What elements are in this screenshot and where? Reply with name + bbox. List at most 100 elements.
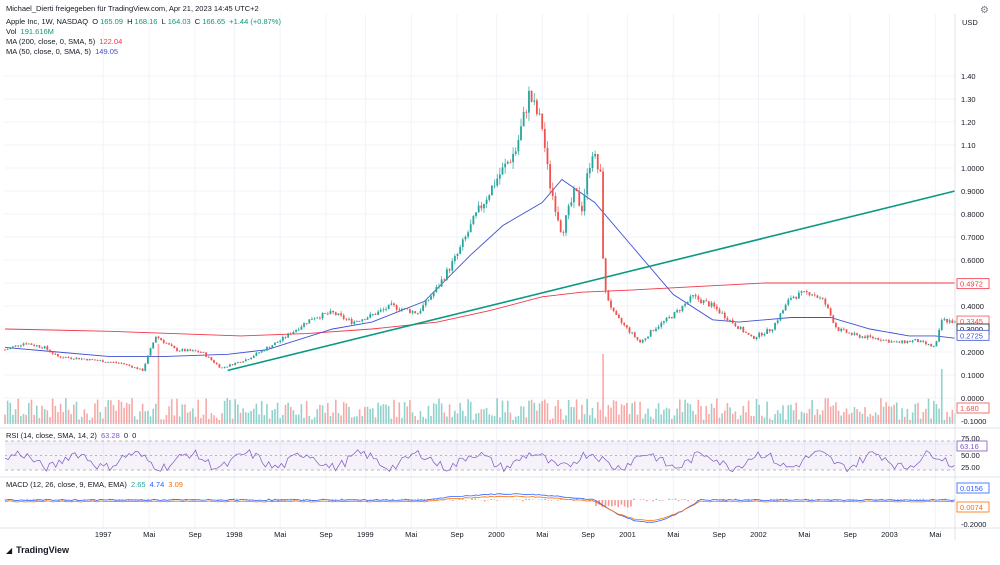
candle-body — [483, 204, 485, 208]
volume-bar — [687, 403, 689, 424]
volume-bar — [110, 400, 112, 424]
tradingview-logo-icon: ◢ — [6, 546, 12, 555]
volume-bar — [774, 414, 776, 424]
candle-body — [883, 340, 885, 341]
candle-body — [713, 303, 715, 307]
candle-body — [475, 212, 477, 216]
volume-bar — [367, 407, 369, 424]
volume-bar — [941, 369, 943, 424]
candle-body — [250, 358, 252, 360]
tradingview-footer[interactable]: ◢ TradingView — [6, 545, 69, 555]
candle-body — [263, 351, 265, 352]
volume-bar — [655, 409, 657, 424]
macd-histogram-bar — [913, 499, 915, 500]
volume-bar — [25, 415, 27, 424]
volume-bar — [176, 399, 178, 424]
candle-body — [433, 292, 435, 296]
time-tick-label: 2001 — [619, 530, 636, 539]
volume-bar — [354, 417, 356, 424]
candle-body — [838, 327, 840, 331]
volume-bar — [594, 418, 596, 424]
volume-bar — [496, 398, 498, 424]
volume-bar — [377, 403, 379, 424]
volume-bar — [436, 404, 438, 424]
candle-body — [734, 323, 736, 326]
volume-bar — [568, 400, 570, 424]
volume-bar — [73, 405, 75, 424]
candle-body — [94, 360, 96, 361]
candle-body — [166, 343, 168, 344]
candle-body — [647, 337, 649, 339]
volume-bar — [287, 403, 289, 424]
candle-body — [258, 352, 260, 353]
macd-histogram-bar — [916, 499, 918, 500]
candle-body — [208, 357, 210, 358]
candle-body — [787, 300, 789, 305]
volume-bar — [531, 400, 533, 424]
volume-bar — [465, 416, 467, 424]
rsi-tick-label: 25.00 — [961, 463, 980, 472]
trendline[interactable] — [228, 191, 955, 370]
candle-body — [31, 344, 33, 345]
candle-body — [610, 301, 612, 308]
candle-body — [68, 357, 70, 358]
rsi-label: RSI (14, close, SMA, 14, 2) — [6, 431, 97, 440]
macd-histogram-bar — [370, 499, 372, 500]
volume-bar — [324, 413, 326, 424]
volume-bar — [907, 409, 909, 424]
volume-bar — [785, 420, 787, 424]
candle-body — [298, 330, 300, 331]
ma50-legend[interactable]: MA (50, close, 0, SMA, 5) 149.05 — [6, 47, 120, 57]
time-tick-label: 2002 — [750, 530, 767, 539]
volume-bar — [89, 420, 91, 424]
settings-gear-icon[interactable]: ⚙ — [980, 5, 989, 16]
candle-body — [914, 339, 916, 340]
candle-body — [689, 296, 691, 301]
candle-body — [176, 348, 178, 351]
candle-body — [790, 298, 792, 300]
candle-body — [36, 345, 38, 346]
candle-body — [700, 300, 702, 303]
candle-body — [496, 179, 498, 186]
candle-body — [15, 345, 17, 346]
candle-body — [303, 323, 305, 327]
vol-legend[interactable]: Vol 191.616M — [6, 27, 56, 37]
candle-body — [896, 342, 898, 343]
volume-bar — [422, 417, 424, 424]
volume-bar — [698, 400, 700, 424]
volume-bar — [872, 416, 874, 424]
candle-body — [414, 311, 416, 313]
volume-bar — [208, 419, 210, 424]
volume-bar — [475, 414, 477, 424]
ma200-line — [5, 283, 955, 336]
candle-body — [578, 191, 580, 206]
time-tick-label: Mai — [274, 530, 286, 539]
volume-bar — [502, 401, 504, 424]
macd-histogram-bar — [611, 500, 613, 506]
candle-body — [216, 363, 218, 364]
candle-body — [525, 112, 527, 113]
volume-bar — [822, 410, 824, 424]
macd-legend[interactable]: MACD (12, 26, close, 9, EMA, EMA) 2.65 4… — [6, 480, 185, 490]
candle-body — [674, 312, 676, 318]
candle-body — [277, 342, 279, 343]
volume-bar — [515, 417, 517, 424]
macd-histogram-bar — [26, 499, 28, 500]
candle-body — [52, 352, 54, 354]
volume-bar — [203, 415, 205, 424]
price-axis[interactable]: 1.401.301.201.101.00000.90000.80000.7000… — [955, 14, 989, 540]
candle-body — [134, 367, 136, 368]
candle-body — [626, 325, 628, 327]
volume-bar — [433, 403, 435, 424]
candle-body — [719, 309, 721, 313]
candle-body — [123, 363, 125, 364]
rsi-legend[interactable]: RSI (14, close, SMA, 14, 2) 63.28 0 0 — [6, 431, 138, 441]
macd-histogram-bar — [541, 499, 543, 500]
candle-body — [793, 297, 795, 298]
ma200-legend[interactable]: MA (200, close, 0, SMA, 5) 122.04 — [6, 37, 124, 47]
time-tick-label: 1999 — [357, 530, 374, 539]
candle-body — [152, 343, 154, 349]
currency-label: USD — [962, 18, 980, 28]
